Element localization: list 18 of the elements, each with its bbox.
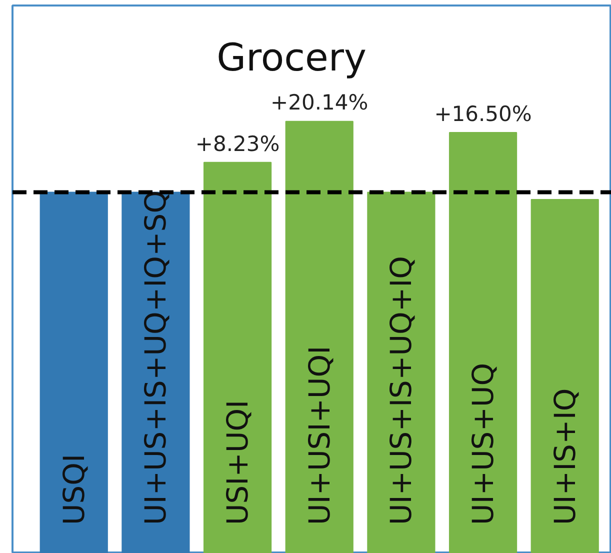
bar — [203, 162, 272, 553]
x-tick-label: USI+UQI — [220, 400, 255, 526]
x-tick-label: USQI — [56, 454, 91, 526]
chart-title: Grocery — [216, 36, 366, 80]
x-tick-label: UI+US+UQ — [466, 362, 500, 526]
bar — [285, 120, 354, 553]
bar — [367, 192, 436, 553]
bar — [40, 192, 108, 553]
annotation: +8.23% — [195, 132, 280, 156]
annotation: +16.50% — [434, 102, 532, 126]
bar — [122, 192, 190, 553]
x-tick-label: UI+IS+IQ — [548, 388, 582, 526]
x-tick-label: UI+US+IS+UQ+IQ — [384, 256, 418, 526]
annotation: +20.14% — [270, 90, 368, 115]
bar — [448, 132, 518, 553]
x-tick-label: UI+US+IS+UQ+IQ+SQ — [138, 190, 173, 526]
x-tick-label: UI+USI+UQI — [302, 346, 336, 526]
bar — [530, 199, 599, 553]
